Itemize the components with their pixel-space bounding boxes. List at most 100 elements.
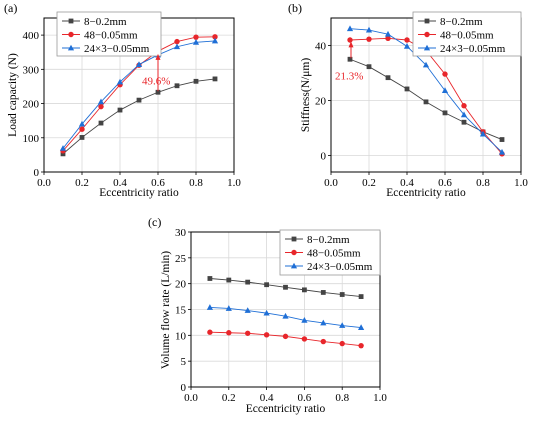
- legend-marker-3: [67, 44, 75, 51]
- data-point-series-3: [422, 61, 430, 68]
- data-point-series-1: [404, 86, 410, 92]
- data-point-series-2: [339, 340, 345, 347]
- y-tick-label: 200: [23, 99, 40, 111]
- y-tick-label: 15: [175, 305, 187, 317]
- x-tick-label: 0.0: [324, 177, 338, 189]
- data-point-series-3: [320, 319, 327, 326]
- chart-panel-b: 0.0 0.2 0.4 0.6 0.8 1.0 0 20 40 Eccentricity rati…: [288, 1, 528, 199]
- data-point-series-3: [384, 30, 392, 37]
- data-point-series-2: [442, 71, 448, 77]
- y-tick-label: 100: [23, 133, 40, 145]
- data-point-series-1: [302, 287, 307, 293]
- legend-marker-2: [424, 31, 430, 38]
- data-point-series-2: [226, 330, 232, 336]
- x-tick-label: 0.0: [184, 392, 198, 404]
- data-point-series-3: [460, 111, 468, 118]
- y-tick-label: 30: [175, 227, 187, 239]
- annotation-label: 21.3%: [335, 70, 363, 82]
- data-point-series-2: [207, 329, 213, 335]
- data-point-series-1: [117, 107, 123, 113]
- data-point-series-1: [283, 284, 288, 290]
- y-axis-label: Stiffness(N/μm): [300, 58, 312, 132]
- data-point-series-3: [263, 309, 270, 316]
- data-point-series-1: [385, 75, 391, 81]
- data-point-series-2: [245, 330, 251, 336]
- legend-marker-2: [68, 31, 74, 38]
- legend-label-3: 24×3−0.05mm: [307, 261, 373, 273]
- x-tick-label: 1.0: [514, 177, 528, 189]
- data-point-series-3: [97, 98, 105, 105]
- x-tick-label: 0.4: [400, 177, 414, 189]
- data-point-series-1: [155, 89, 161, 95]
- data-point-series-3: [365, 26, 373, 33]
- data-point-series-2: [358, 342, 364, 349]
- panel-label: (a): [4, 1, 17, 15]
- legend-marker-3: [423, 44, 431, 51]
- x-tick-label: 1.0: [227, 177, 241, 189]
- y-tick-label: 0: [34, 167, 40, 179]
- legend-label-1: 8−0.2mm: [440, 16, 483, 28]
- y-tick-label: 20: [315, 96, 327, 108]
- legend-marker-1: [68, 18, 74, 24]
- data-point-series-1: [245, 279, 251, 285]
- legend-label-2: 48−0.05mm: [84, 30, 138, 42]
- data-point-series-1: [60, 151, 66, 157]
- legend-box: [412, 11, 522, 57]
- data-point-series-2: [79, 126, 85, 132]
- legend-label-1: 8−0.2mm: [84, 16, 127, 28]
- legend-box: [56, 11, 162, 57]
- data-point-series-1: [339, 292, 345, 297]
- data-point-series-3: [282, 312, 289, 319]
- x-tick-label: 0.2: [75, 177, 89, 189]
- data-point-series-2: [461, 103, 467, 109]
- data-point-series-1: [226, 277, 232, 283]
- data-point-series-1: [79, 135, 85, 140]
- data-point-series-3: [225, 305, 232, 311]
- data-point-series-1: [320, 290, 326, 295]
- annotation-arrow-head: [348, 41, 354, 48]
- data-point-series-3: [206, 304, 213, 310]
- y-axis-label: Load capacity (N): [7, 53, 19, 137]
- data-point-series-1: [461, 119, 467, 125]
- data-point-series-3: [346, 25, 354, 32]
- legend-label-1: 8−0.2mm: [307, 234, 350, 246]
- annotation-arrow-head: [155, 53, 161, 60]
- data-point-series-2: [366, 36, 372, 42]
- data-point-series-1: [366, 64, 372, 70]
- x-tick-label: 0.8: [335, 392, 349, 404]
- y-tick-label: 10: [175, 330, 187, 342]
- data-point-series-3: [339, 322, 346, 328]
- legend-label-3: 24×3−0.05mm: [84, 43, 150, 55]
- data-point-series-3: [135, 61, 143, 67]
- data-point-series-3: [358, 324, 365, 330]
- data-point-series-3: [192, 38, 200, 45]
- data-point-series-3: [211, 37, 219, 44]
- data-point-series-1: [264, 282, 269, 288]
- x-tick-label: 0.6: [438, 177, 452, 189]
- legend-label-3: 24×3−0.05mm: [440, 43, 506, 55]
- x-tick-label: 0.6: [151, 177, 165, 189]
- data-point-series-3: [116, 78, 124, 85]
- chart-panel-a: 0.0 0.2 0.4 0.6 0.8 1.0 0 100 200 300 400 Eccentric…: [4, 1, 241, 199]
- legend-label-2: 48−0.05mm: [440, 30, 494, 42]
- data-point-series-1: [347, 56, 353, 62]
- data-point-series-1: [212, 76, 218, 82]
- data-point-series-3: [78, 120, 86, 127]
- legend-label-2: 48−0.05mm: [307, 248, 361, 260]
- data-point-series-2: [174, 38, 180, 45]
- data-point-series-1: [136, 97, 142, 103]
- x-tick-label: 0.0: [37, 177, 51, 189]
- x-axis-label: Eccentricity ratio: [246, 403, 326, 415]
- data-point-series-2: [193, 34, 199, 40]
- data-point-series-2: [282, 333, 289, 340]
- chart-panel-c: 0.0 0.2 0.4 0.6 0.8 1.0 0 5 10 15 20 25 30 Eccentrici…: [148, 215, 387, 415]
- x-tick-label: 0.4: [260, 392, 274, 404]
- x-tick-label: 0.8: [189, 177, 203, 189]
- data-point-series-3: [59, 145, 67, 151]
- y-tick-label: 40: [315, 41, 327, 53]
- data-point-series-3: [173, 43, 181, 50]
- y-tick-label: 300: [23, 64, 40, 76]
- data-point-series-3: [441, 87, 449, 93]
- data-point-series-2: [263, 332, 270, 338]
